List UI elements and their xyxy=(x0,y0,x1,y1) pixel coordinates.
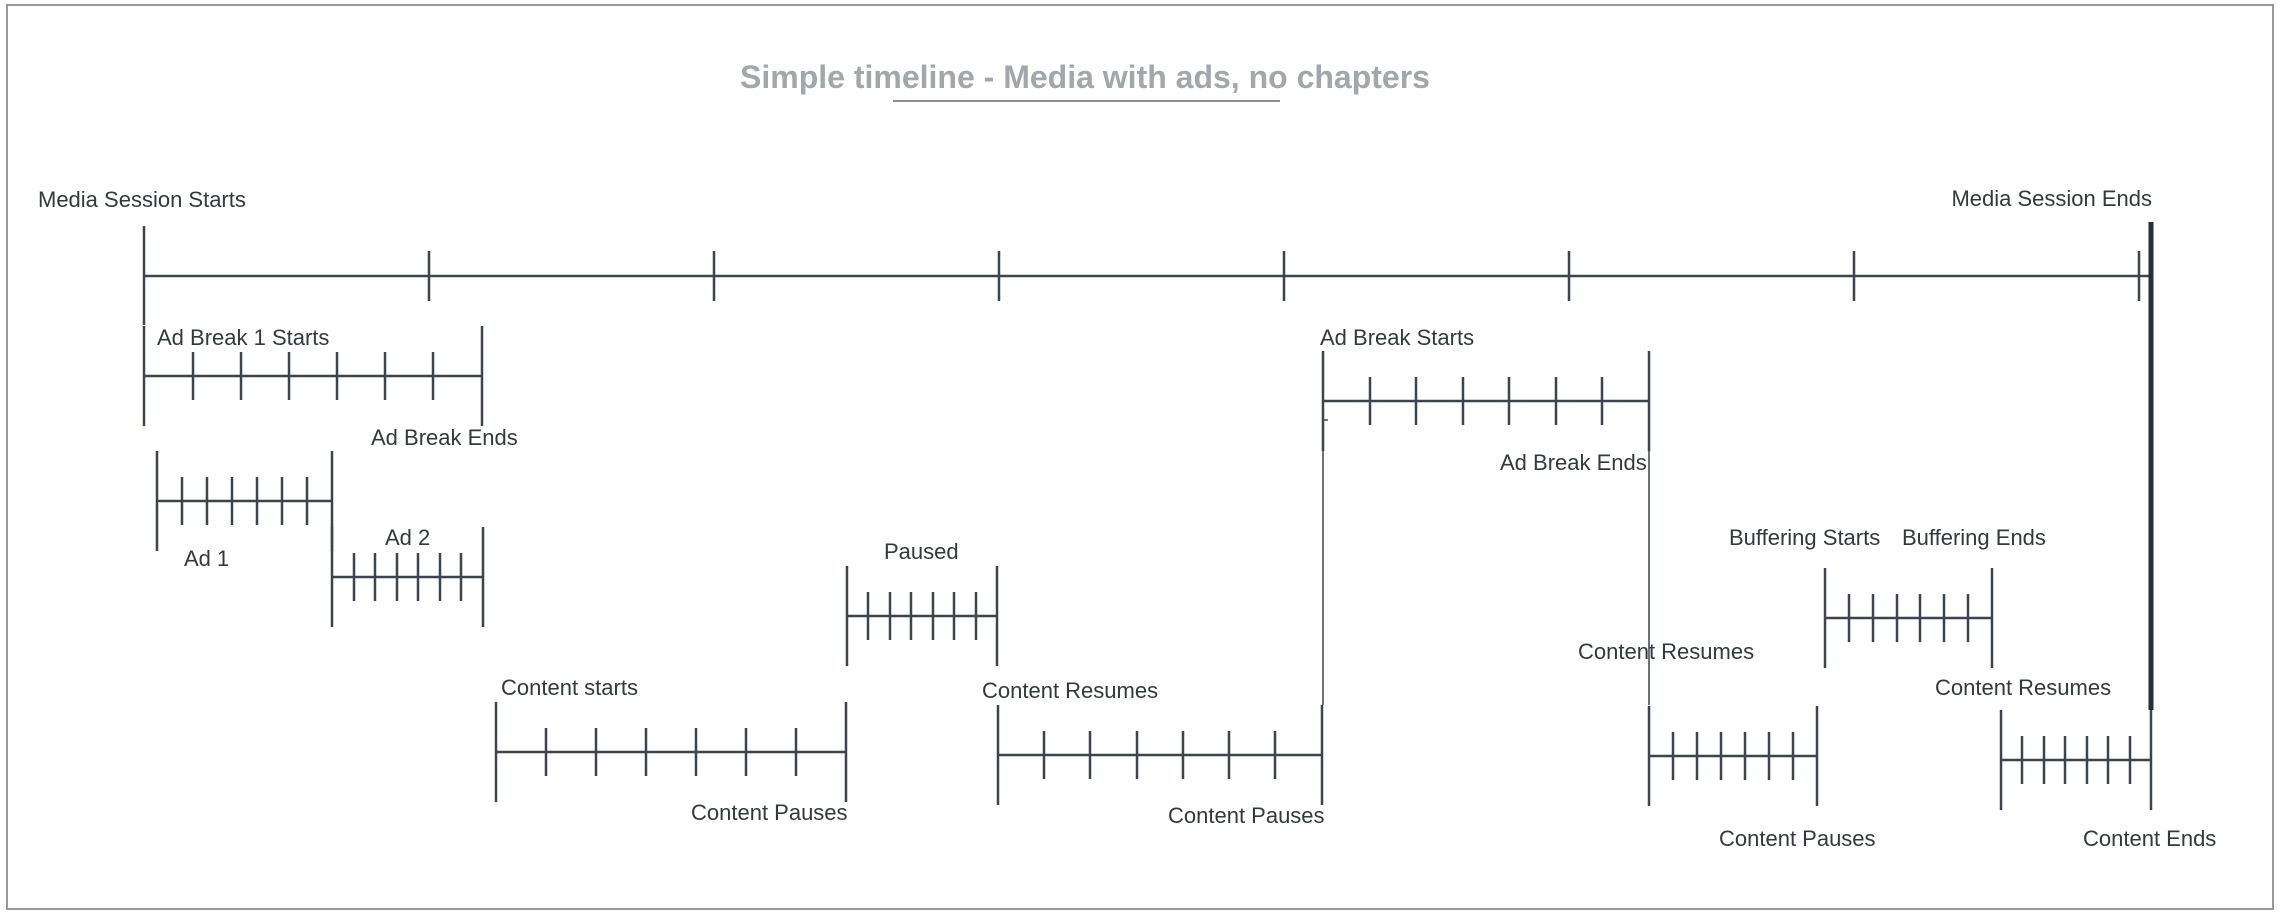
content-segment-4 xyxy=(1999,710,2153,810)
session-ticks xyxy=(427,251,2141,301)
ad-break-1-ends-label: Ad Break Ends xyxy=(371,425,518,450)
content-pauses-3-label: Content Pauses xyxy=(1719,826,1876,851)
content-pauses-1-label: Content Pauses xyxy=(691,800,848,825)
buffering-ends-label: Buffering Ends xyxy=(1902,525,2046,550)
content-pauses-2-label: Content Pauses xyxy=(1168,803,1325,828)
content-segment-1 xyxy=(494,702,848,802)
content-resumes-3-label: Content Resumes xyxy=(1935,675,2111,700)
content-starts-label: Content starts xyxy=(501,675,638,700)
diagram-title: Simple timeline - Media with ads, no cha… xyxy=(740,59,1430,95)
ad-2-segment xyxy=(330,527,485,627)
ad-break-1-starts-label: Ad Break 1 Starts xyxy=(157,325,329,350)
paused-segment xyxy=(845,566,999,666)
content-ends-label: Content Ends xyxy=(2083,826,2216,851)
ad-1-label: Ad 1 xyxy=(184,546,229,571)
ad-1-segment xyxy=(155,451,334,551)
buffering-segment xyxy=(1823,568,1994,668)
content-segment-3 xyxy=(1647,706,1819,806)
media-session-timeline xyxy=(142,222,2154,710)
ad-break-2-starts-label: Ad Break Starts xyxy=(1320,325,1474,350)
ad-break-2-ends-label: Ad Break Ends xyxy=(1500,450,1647,475)
diagram-frame xyxy=(6,4,2274,910)
paused-label: Paused xyxy=(884,539,959,564)
content-resumes-1-label: Content Resumes xyxy=(982,678,1158,703)
ad-break-2-segment xyxy=(1321,351,1651,705)
content-segment-2 xyxy=(996,705,1324,805)
buffering-starts-label: Buffering Starts xyxy=(1729,525,1880,550)
media-session-starts-label: Media Session Starts xyxy=(38,187,246,212)
media-session-ends-label: Media Session Ends xyxy=(1951,186,2152,211)
content-resumes-2-label: Content Resumes xyxy=(1578,639,1754,664)
ad-2-label: Ad 2 xyxy=(385,525,430,550)
ad-break-1-segment xyxy=(142,326,484,426)
